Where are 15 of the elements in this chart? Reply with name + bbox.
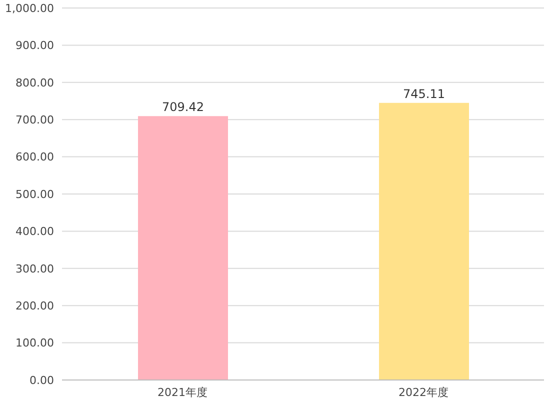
- y-tick-label: 100.00: [16, 336, 54, 350]
- x-tick-label: 2021年度: [158, 386, 208, 399]
- y-tick-label: 300.00: [16, 262, 54, 276]
- data-label: 709.42: [162, 100, 204, 114]
- y-tick-label: 200.00: [16, 300, 54, 313]
- y-tick-label: 800.00: [16, 76, 54, 90]
- y-tick-label: 900.00: [16, 39, 54, 52]
- y-tick-label: 700.00: [16, 114, 54, 127]
- y-tick-label: 0.00: [30, 374, 54, 387]
- y-tick-label: 400.00: [16, 225, 54, 238]
- x-tick-label: 2022年度: [398, 386, 448, 399]
- data-label: 745.11: [403, 86, 445, 101]
- y-tick-label: 1,000.00: [5, 2, 54, 15]
- y-tick-label: 600.00: [16, 150, 54, 164]
- y-tick-label: 500.00: [16, 188, 54, 201]
